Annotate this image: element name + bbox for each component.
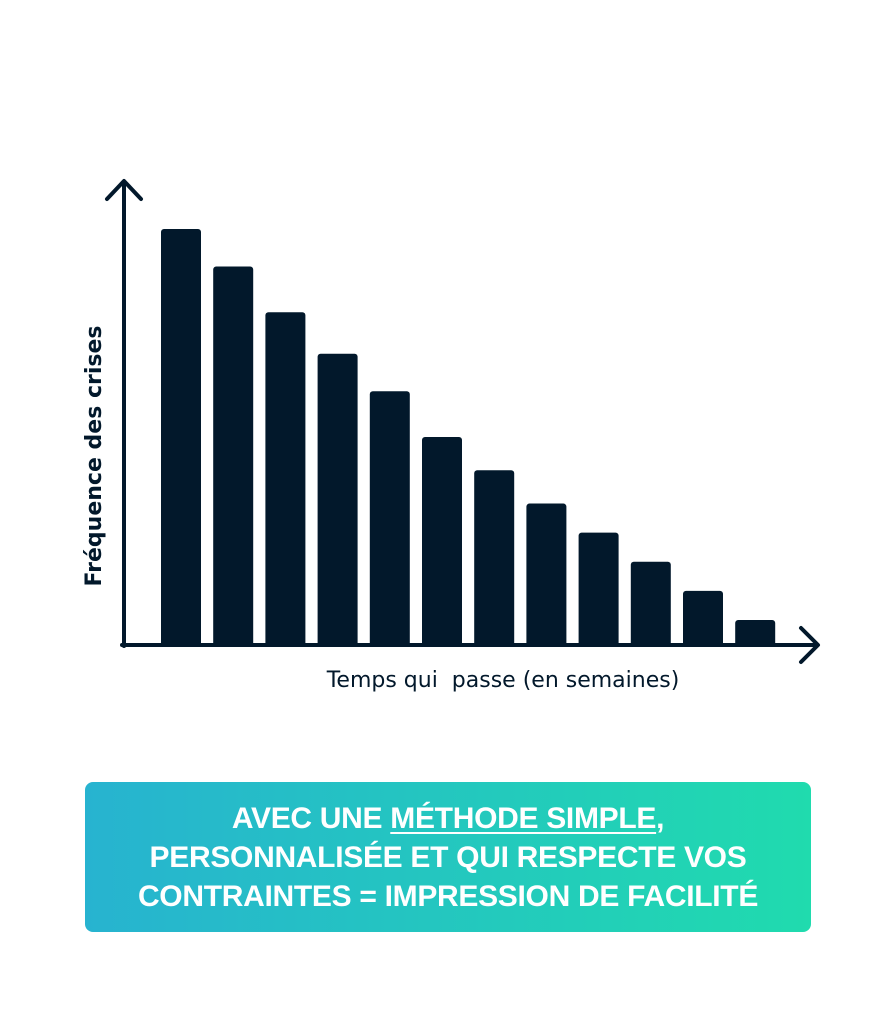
bar-chart: Temps qui passe (en semaines) Fréquence …: [82, 179, 820, 693]
banner-text: AVEC UNE: [231, 801, 391, 835]
bar-1: [161, 229, 201, 647]
bar-11: [683, 590, 723, 647]
bar-12: [735, 620, 776, 647]
x-axis-label: Temps qui passe (en semaines): [326, 668, 680, 693]
bar-4: [317, 353, 358, 647]
banner-text: ,: [656, 801, 665, 835]
bar-9: [578, 532, 619, 647]
bar-8: [526, 503, 567, 647]
y-axis-label: Fréquence des crises: [82, 326, 107, 587]
bar-3: [265, 312, 306, 647]
banner-line-3: CONTRAINTES = IMPRESSION DE FACILITÉ: [137, 879, 759, 913]
bar-10: [630, 561, 671, 647]
bar-2: [213, 266, 254, 647]
banner-line-1: AVEC UNE MÉTHODE SIMPLE,: [231, 799, 665, 838]
y-axis-arrow: [105, 179, 143, 201]
bar-7: [474, 470, 515, 647]
conclusion-banner: AVEC UNE MÉTHODE SIMPLE, PERSONNALISÉE E…: [85, 782, 811, 932]
banner-line-2: PERSONNALISÉE ET QUI RESPECTE VOS: [149, 840, 747, 874]
x-axis-arrow: [799, 626, 820, 664]
banner-underlined-text: MÉTHODE SIMPLE: [390, 801, 657, 835]
bar-5: [369, 391, 410, 647]
bar-6: [422, 437, 462, 647]
